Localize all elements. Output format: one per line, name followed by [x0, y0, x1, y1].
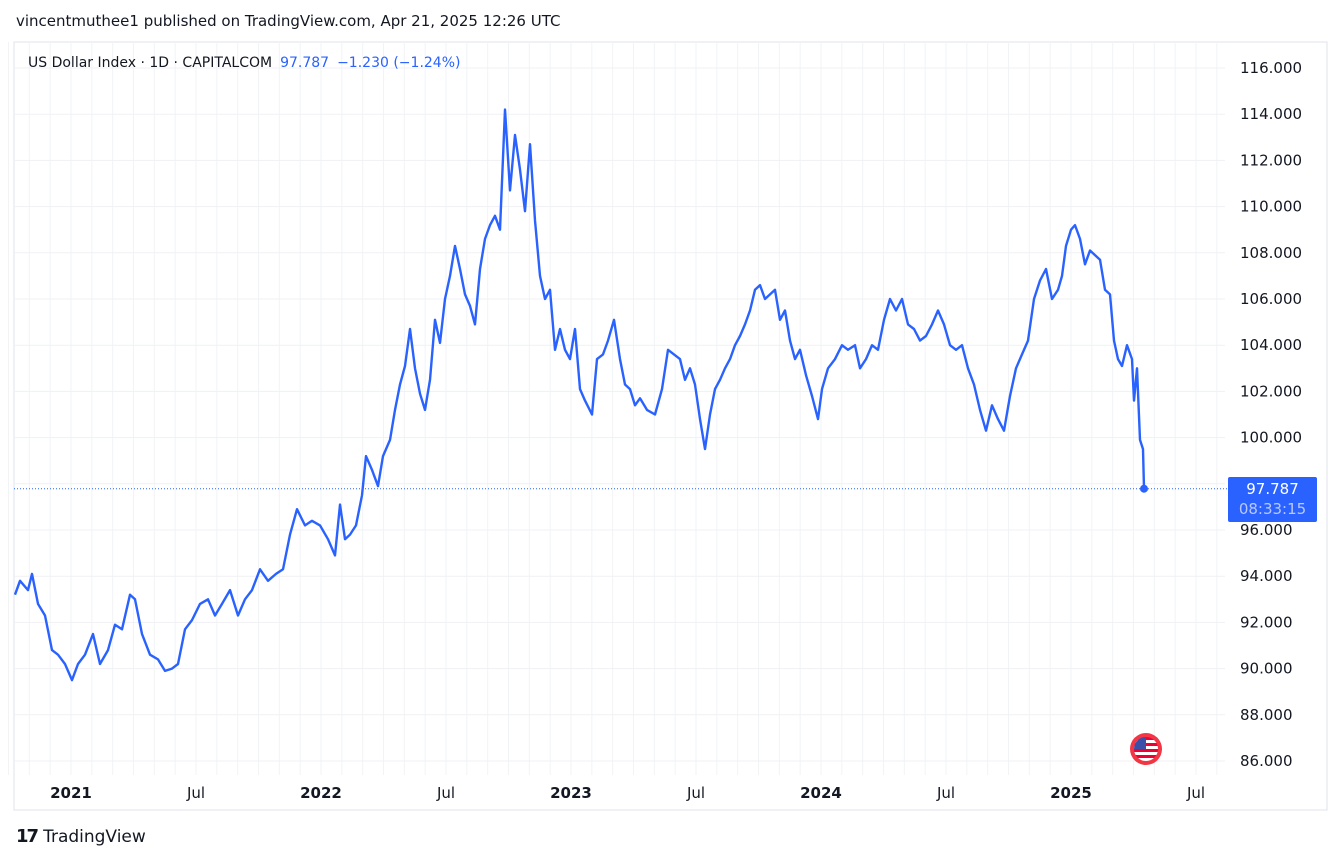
last-price-dot — [1140, 484, 1148, 493]
price-tick-label: 110.000 — [1240, 198, 1302, 216]
price-tick-label: 100.000 — [1240, 429, 1302, 447]
chart-frame — [13, 41, 1328, 811]
time-tick-label: Jul — [436, 784, 455, 802]
price-tick-label: 96.000 — [1240, 521, 1293, 539]
time-tick-label: Jul — [186, 784, 205, 802]
time-tick-label: 2023 — [550, 784, 592, 802]
time-tick-label: Jul — [1186, 784, 1205, 802]
symbol-title[interactable]: US Dollar Index · 1D · CAPITALCOM — [28, 55, 273, 71]
price-tick-label: 108.000 — [1240, 244, 1302, 262]
time-tick-label: 2021 — [50, 784, 92, 802]
time-tick-label: Jul — [936, 784, 955, 802]
symbol-legend: US Dollar Index · 1D · CAPITALCOM 97.787−… — [28, 55, 460, 71]
price-tick-label: 106.000 — [1240, 290, 1302, 308]
time-tick-label: 2024 — [800, 784, 842, 802]
time-axis[interactable]: 2021 Jul 2022 Jul 2023 Jul 2024 Jul 2025 Jul — [50, 784, 1205, 802]
price-tick-label: 112.000 — [1240, 151, 1302, 169]
time-tick-label: Jul — [686, 784, 705, 802]
price-tick-label: 90.000 — [1240, 660, 1293, 678]
time-tick-label: 2022 — [300, 784, 342, 802]
price-tick-label: 104.000 — [1240, 336, 1302, 354]
price-tick-label: 88.000 — [1240, 706, 1293, 724]
tradingview-logo[interactable]: 17 TradingView — [16, 826, 146, 847]
price-tick-label: 94.000 — [1240, 567, 1293, 585]
legend-change: −1.230 (−1.24%) — [337, 55, 461, 71]
publisher-line: vincentmuthee1 published on TradingView.… — [16, 12, 561, 30]
bar-countdown: 08:33:15 — [1238, 500, 1307, 518]
price-tick-label: 102.000 — [1240, 382, 1302, 400]
last-price-value: 97.787 — [1246, 480, 1299, 498]
price-tick-label: 92.000 — [1240, 613, 1293, 631]
us-flag-icon[interactable] — [1130, 733, 1162, 765]
time-tick-label: 2025 — [1050, 784, 1092, 802]
legend-last-price: 97.787 — [280, 55, 330, 71]
grid-lines — [8, 42, 1225, 775]
price-tick-label: 114.000 — [1240, 105, 1302, 123]
series-line — [13, 108, 1146, 682]
brand-name: TradingView — [43, 826, 146, 847]
price-axis[interactable]: 86.00088.00090.00092.00094.00096.00098.0… — [1240, 59, 1302, 770]
price-tick-label: 86.000 — [1240, 752, 1293, 770]
price-tick-label: 116.000 — [1240, 59, 1302, 77]
last-price-label: 97.787 08:33:15 — [1228, 477, 1317, 522]
tradingview-logo-icon: 17 — [16, 826, 39, 847]
